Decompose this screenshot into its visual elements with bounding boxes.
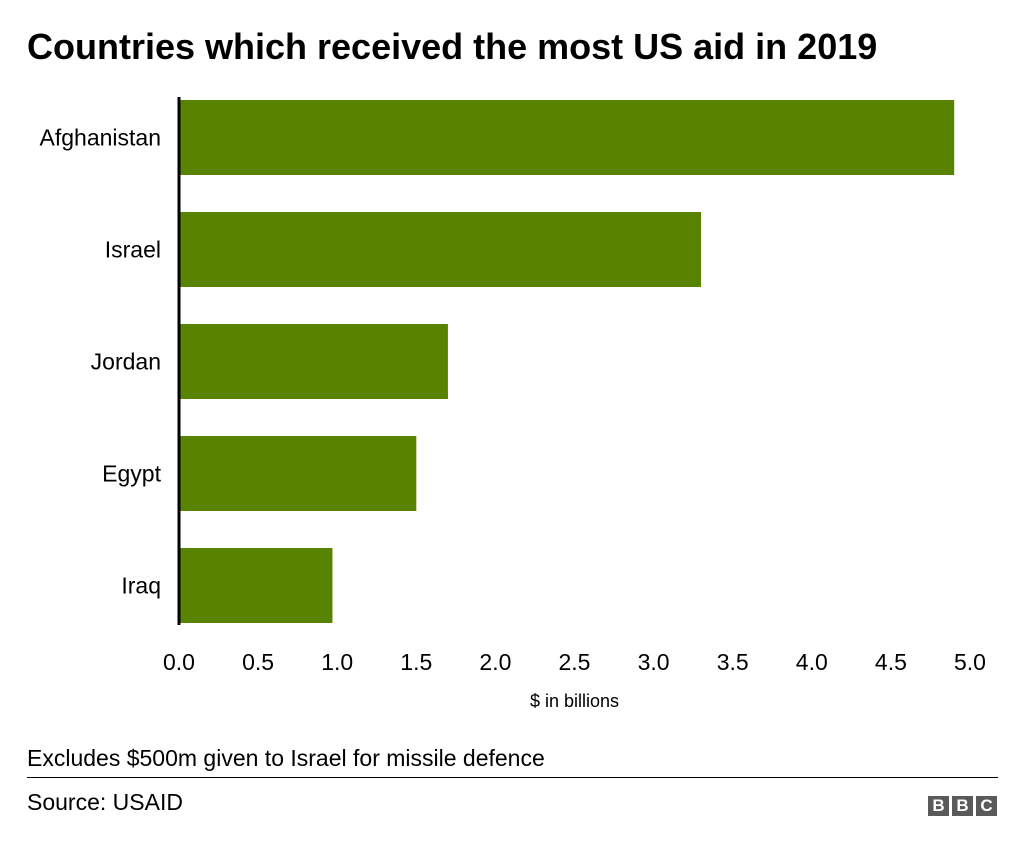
chart-title: Countries which received the most US aid… bbox=[27, 26, 878, 67]
x-tick-label: 1.5 bbox=[400, 649, 432, 675]
bar-egypt bbox=[179, 436, 417, 511]
x-tick-label: 3.0 bbox=[638, 649, 670, 675]
source: Source: USAID bbox=[27, 789, 183, 815]
category-label: Israel bbox=[105, 237, 161, 263]
bar-afghanistan bbox=[179, 100, 955, 175]
category-label: Jordan bbox=[91, 349, 161, 375]
x-tick-label: 3.5 bbox=[717, 649, 749, 675]
category-label: Iraq bbox=[121, 573, 161, 599]
category-label: Egypt bbox=[102, 461, 161, 487]
x-tick-label: 4.5 bbox=[875, 649, 907, 675]
bar-israel bbox=[179, 212, 702, 287]
x-axis-label: $ in billions bbox=[530, 691, 619, 711]
x-tick-label: 2.5 bbox=[559, 649, 591, 675]
category-label: Afghanistan bbox=[40, 125, 161, 151]
bar-jordan bbox=[179, 324, 448, 399]
x-tick-label: 2.0 bbox=[479, 649, 511, 675]
footnote: Excludes $500m given to Israel for missi… bbox=[27, 745, 545, 771]
x-tick-label: 1.0 bbox=[321, 649, 353, 675]
divider bbox=[27, 777, 998, 778]
x-tick-label: 5.0 bbox=[954, 649, 986, 675]
x-tick-label: 0.5 bbox=[242, 649, 274, 675]
x-tick-label: 0.0 bbox=[163, 649, 195, 675]
x-tick-label: 4.0 bbox=[796, 649, 828, 675]
bar-iraq bbox=[179, 548, 333, 623]
